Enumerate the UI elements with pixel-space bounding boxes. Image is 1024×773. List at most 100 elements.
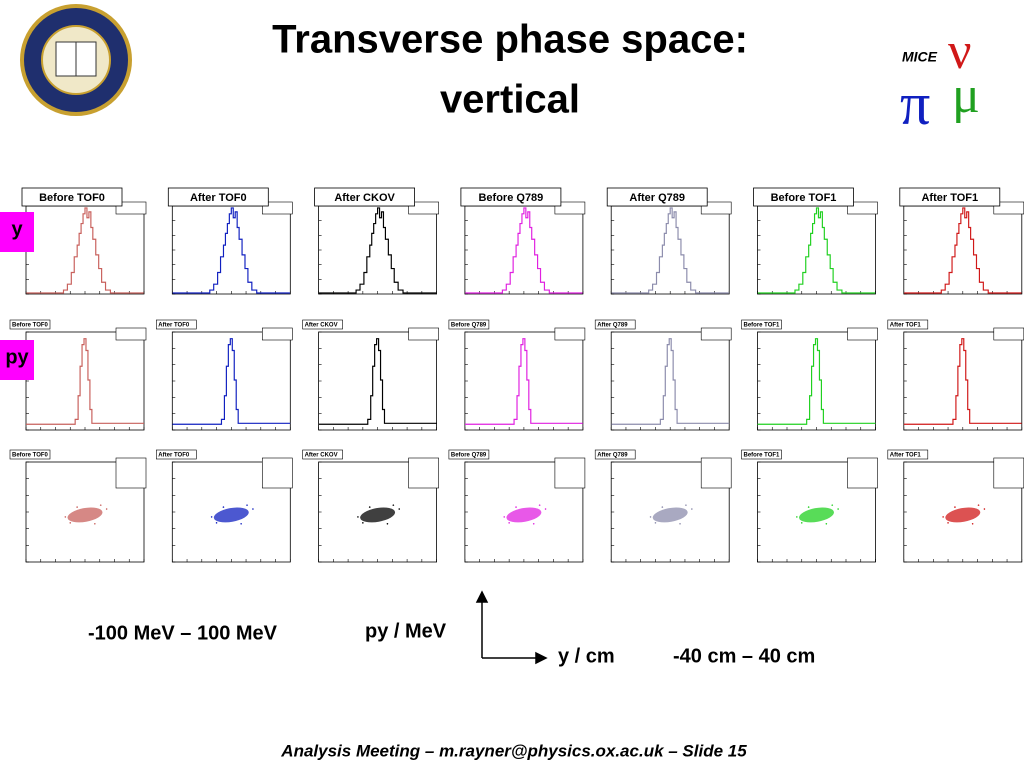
title-box <box>753 187 854 207</box>
plot-panel: After CKOV <box>314 187 439 295</box>
plot-panel: Before TOF0 <box>21 187 147 295</box>
stats-box <box>554 327 586 341</box>
plot-frame <box>318 331 438 431</box>
plot-panel: After TOF1 <box>887 449 1024 563</box>
plot-frame <box>903 205 1023 295</box>
plot-panel: Before Q789 <box>448 319 586 431</box>
plot-panel: Before TOF0 <box>9 319 147 431</box>
plot-frame <box>464 331 584 431</box>
title-box <box>302 449 343 460</box>
plot-frame <box>610 331 730 431</box>
stats-box <box>115 457 147 489</box>
plot-frame <box>610 205 730 295</box>
panel-title: After TOF1 <box>890 453 922 459</box>
plot-frame <box>171 205 291 295</box>
panel-title: After TOF1 <box>890 323 922 329</box>
svg-text:μ: μ <box>952 67 980 124</box>
plot-panel: After TOF1 <box>899 187 1024 295</box>
panel-title: After Q789 <box>597 453 628 459</box>
plot-panel: After TOF0 <box>167 187 293 295</box>
stats-box <box>700 457 732 489</box>
panel-title: Before Q789 <box>451 453 487 459</box>
stats-box <box>847 327 878 341</box>
annotation: y / cm <box>558 645 615 667</box>
title-box <box>448 319 490 330</box>
annotation: -40 cm – 40 cm <box>673 645 815 667</box>
title-box <box>741 319 782 330</box>
stats-box <box>993 327 1024 341</box>
stats-box <box>115 327 147 341</box>
plot-panel: Before TOF0 <box>9 449 147 563</box>
stats-box <box>261 457 293 489</box>
title-box <box>21 187 123 207</box>
plot-frame <box>757 331 876 431</box>
title-box <box>899 187 1001 207</box>
panel-title: After TOF0 <box>190 192 247 204</box>
title-box <box>741 449 782 460</box>
panel-title: After TOF0 <box>158 453 190 459</box>
panel-title: After CKOV <box>334 192 395 204</box>
plot-panel: Before TOF1 <box>741 449 878 563</box>
title-box <box>156 319 197 330</box>
panel-title: Before TOF0 <box>39 192 105 204</box>
title-box <box>887 319 929 330</box>
stats-box <box>261 201 293 215</box>
plot-panel: After Q789 <box>594 319 732 431</box>
panel-title: Before Q789 <box>478 192 543 204</box>
plot-panel: After TOF0 <box>156 319 293 431</box>
row-label: py <box>5 346 29 368</box>
plot-frame <box>318 205 438 295</box>
annotation: py / MeV <box>365 620 447 642</box>
plot-panel: Before Q789 <box>460 187 586 295</box>
title-box <box>314 187 416 207</box>
panel-title: Before TOF1 <box>771 192 837 204</box>
plot-panel: Before TOF1 <box>741 319 878 431</box>
panel-title: After Q789 <box>597 323 628 329</box>
row-label-box <box>0 212 34 252</box>
plot-panel: After TOF0 <box>156 449 293 563</box>
stats-box <box>847 201 878 215</box>
title-box <box>887 449 929 460</box>
plot-frame <box>25 331 145 431</box>
title-box <box>594 319 636 330</box>
panel-title: After TOF0 <box>158 323 190 329</box>
plot-frame <box>171 331 291 431</box>
svg-text:π: π <box>900 71 930 137</box>
footer: Analysis Meeting – m.rayner@physics.ox.a… <box>280 741 747 760</box>
panel-title: After Q789 <box>629 192 685 204</box>
title-box <box>156 449 197 460</box>
title-box <box>9 449 51 460</box>
title-box <box>302 319 343 330</box>
stats-box <box>261 327 293 341</box>
panel-title: Before TOF0 <box>12 323 49 329</box>
plot-frame <box>464 205 584 295</box>
row-label-box <box>0 340 34 380</box>
plot-frame <box>757 205 876 295</box>
plot-panel: After Q789 <box>606 187 732 295</box>
title: Transverse phase space: <box>272 18 748 62</box>
plot-panel: After TOF1 <box>887 319 1024 431</box>
stats-box <box>847 457 878 489</box>
panel-title: After CKOV <box>305 323 338 329</box>
panel-title: Before TOF0 <box>12 453 49 459</box>
plot-panel: Before TOF1 <box>753 187 878 295</box>
title-box <box>167 187 269 207</box>
svg-text:ν: ν <box>948 23 972 80</box>
title: vertical <box>440 78 580 122</box>
panel-title: After TOF1 <box>921 192 978 204</box>
stats-box <box>700 201 732 215</box>
panel-title: Before TOF1 <box>744 323 781 329</box>
logo-text: MICE <box>902 49 938 65</box>
stats-box <box>408 327 439 341</box>
title-box <box>9 319 51 330</box>
stats-box <box>115 201 147 215</box>
plot-panel: Before Q789 <box>448 449 586 563</box>
title-box <box>448 449 490 460</box>
plot-frame <box>25 205 145 295</box>
stats-box <box>993 457 1024 489</box>
mice-logo: π ν μ <box>900 23 980 137</box>
panel-title: Before Q789 <box>451 323 487 329</box>
stats-box <box>408 457 439 489</box>
